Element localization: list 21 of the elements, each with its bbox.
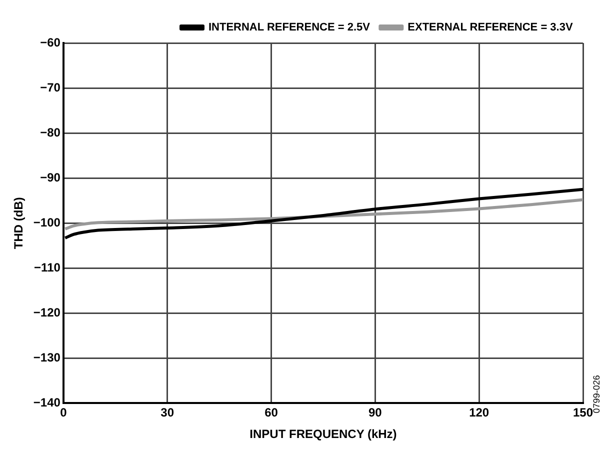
text: 0799-026: [591, 375, 602, 414]
y-tick-label: −80: [40, 125, 61, 140]
x-axis-title: INPUT FREQUENCY (kHz): [250, 427, 397, 442]
x-tick-label: 120: [469, 406, 490, 420]
y-axis-title: THD (dB): [12, 197, 26, 250]
legend-label: INTERNAL REFERENCE = 2.5V: [208, 22, 371, 34]
y-tick-label: −110: [34, 260, 61, 274]
y-tick-label: −60: [40, 35, 61, 50]
x-tick-label: 90: [368, 406, 382, 420]
y-tick-label: −120: [33, 305, 61, 320]
y-tick-label: −140: [33, 396, 61, 410]
line-series: [64, 198, 583, 230]
x-tick-label: 0: [60, 406, 68, 420]
y-tick-label: −70: [40, 80, 61, 94]
x-tick-label: 30: [160, 406, 174, 420]
y-tick-label: −130: [33, 350, 61, 364]
y-tick-label: −90: [40, 170, 61, 184]
x-tick-label: 60: [264, 406, 278, 420]
y-tick-label: −100: [33, 215, 61, 230]
x-tick-label: 150: [572, 406, 594, 420]
legend-label: EXTERNAL REFERENCE = 3.3V: [408, 22, 574, 34]
